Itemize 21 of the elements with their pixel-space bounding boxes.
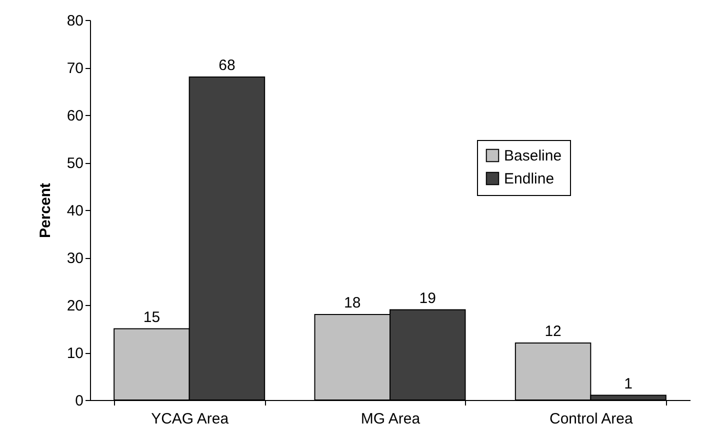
x-tick-label: YCAG Area — [151, 410, 230, 428]
y-tick-label: 70 — [66, 60, 84, 77]
y-tick-label: 20 — [66, 298, 84, 314]
y-axis-title: Percent — [36, 182, 54, 238]
data-label: 19 — [419, 290, 436, 307]
legend-label: Endline — [504, 170, 554, 188]
data-label: 15 — [143, 308, 160, 326]
data-label: 68 — [218, 57, 236, 74]
y-tick-label: 10 — [66, 345, 84, 362]
y-tick-label: 0 — [75, 392, 84, 410]
y-tick-label: 30 — [66, 250, 84, 267]
x-tick-label: Control Area — [549, 410, 634, 428]
data-label: 18 — [344, 294, 361, 312]
data-label: 12 — [544, 323, 562, 340]
data-label: 1 — [624, 375, 632, 392]
y-tick-label: 50 — [66, 155, 84, 172]
y-tick-label: 80 — [66, 12, 84, 30]
y-tick-label: 60 — [66, 108, 84, 124]
legend-label: Baseline — [504, 148, 562, 164]
y-tick-label: 40 — [66, 202, 84, 220]
x-tick-label: MG Area — [360, 410, 421, 428]
